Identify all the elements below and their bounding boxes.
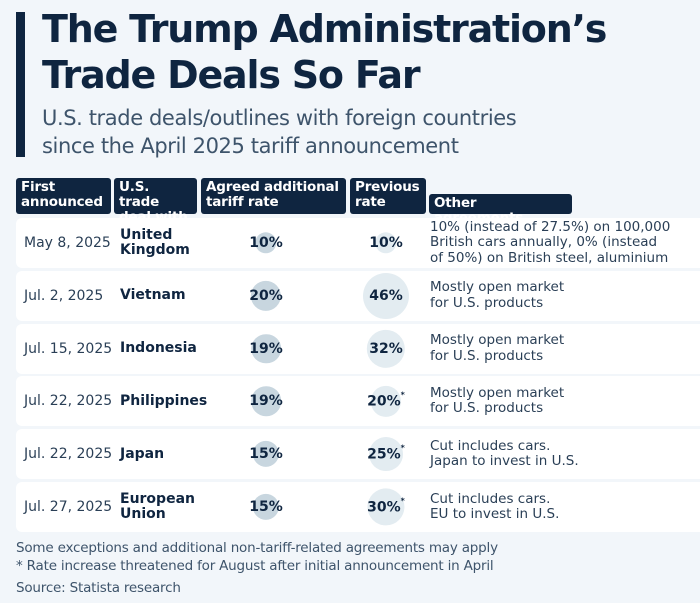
agreed-rate-bubble xyxy=(251,386,281,417)
country-cell: Japan xyxy=(120,429,164,479)
table-row: Jul. 2, 2025 Vietnam 20% 46% Mostly open mar… xyxy=(16,270,700,321)
agreed-rate-label: 10% xyxy=(249,235,283,251)
agreed-rate-cell: 20% xyxy=(226,271,306,321)
agreed-rate-cell: 15% xyxy=(226,429,306,479)
country-name: Japan xyxy=(120,445,165,462)
title-line-2: Trade Deals So Far xyxy=(42,53,421,97)
previous-rate-label: 25%* xyxy=(367,443,405,463)
header-text: announced xyxy=(21,194,103,210)
header-text: First xyxy=(21,179,55,195)
date-cell: Jul. 27, 2025 xyxy=(24,499,113,515)
previous-rate-bubble xyxy=(363,272,409,319)
country-cell: European Union xyxy=(120,482,195,532)
other-agreements-cell: 10% (instead of 27.5%) on 100,000 British… xyxy=(430,218,670,268)
other-agreements-cell: Cut includes cars. EU to invest in U.S. xyxy=(430,482,559,532)
agreed-rate-cell: 10% xyxy=(226,218,306,268)
agreed-rate-label: 20% xyxy=(249,287,283,304)
table-row: Jul. 27, 2025 European Union 15% 30%* Cut inc… xyxy=(16,482,700,532)
asterisk-mark: * xyxy=(400,391,405,401)
other-agreements-cell: Mostly open market for U.S. products xyxy=(430,324,564,374)
previous-rate-cell: 32% xyxy=(346,324,426,374)
table-row: Jul. 15, 2025 Indonesia 19% 32% Mostly open … xyxy=(16,323,700,374)
header-text: rate xyxy=(355,194,386,210)
page-title: The Trump Administration’s Trade Deals S… xyxy=(42,6,692,98)
header-previous-rate: Previous rate xyxy=(350,178,426,214)
date-cell: May 8, 2025 xyxy=(24,235,111,251)
agreed-rate-cell: 15% xyxy=(226,482,306,532)
agreed-rate-label: 15% xyxy=(249,499,283,515)
previous-rate-label: 30%* xyxy=(367,496,405,516)
other-agreements-cell: Cut includes cars. Japan to invest in U.S… xyxy=(430,429,579,479)
subtitle-line-2: since the April 2025 tariff announcement xyxy=(42,134,459,158)
agreed-rate-bubble xyxy=(255,232,277,254)
agreed-rate-bubble xyxy=(251,333,281,364)
header-deal-with: U.S. trade deal with xyxy=(114,178,197,225)
agreed-rate-bubble xyxy=(252,493,280,521)
title-accent-bar xyxy=(16,12,25,157)
previous-rate-bubble xyxy=(370,386,402,417)
date-cell: Jul. 15, 2025 xyxy=(24,340,113,357)
country-cell: Vietnam xyxy=(120,271,186,321)
table-row: Jul. 22, 2025 Japan 15% 25%* Cut includes ca… xyxy=(16,429,700,480)
table-row: Jul. 22, 2025 Philippines 19% 20%* Mostly op… xyxy=(16,376,700,427)
other-agreements-text: Mostly open market for U.S. products xyxy=(430,332,565,364)
source-note: Source: Statista research xyxy=(16,580,181,596)
footnote-asterisk: * Rate increase threatened for August af… xyxy=(16,558,494,574)
country-name: Vietnam xyxy=(120,287,186,304)
header-text: tariff rate xyxy=(206,194,279,210)
agreed-rate-cell: 19% xyxy=(226,376,306,426)
country-name: United Kingdom xyxy=(120,227,190,258)
previous-rate-bubble xyxy=(375,232,397,254)
title-line-1: The Trump Administration’s xyxy=(42,7,607,51)
subtitle: U.S. trade deals/outlines with foreign c… xyxy=(42,104,692,160)
header-agreed-rate: Agreed additional tariff rate xyxy=(201,178,346,214)
country-name: Indonesia xyxy=(120,340,197,357)
country-cell: United Kingdom xyxy=(120,218,190,268)
header-other-agreements: Other agreements xyxy=(429,194,572,226)
previous-rate-cell: 30%* xyxy=(346,482,426,532)
date-cell: Jul. 22, 2025 xyxy=(24,393,113,410)
header-first-announced: First announced xyxy=(16,178,111,214)
country-cell: Indonesia xyxy=(120,324,197,374)
previous-rate-label: 32% xyxy=(369,340,403,357)
country-name: European Union xyxy=(120,491,195,522)
country-name: Philippines xyxy=(120,392,208,409)
agreed-rate-label: 15% xyxy=(249,446,283,463)
other-agreements-text: 10% (instead of 27.5%) on 100,000 British… xyxy=(430,218,671,266)
asterisk-mark: * xyxy=(400,496,405,506)
previous-rate-label: 10% xyxy=(369,235,403,251)
header-text: U.S. trade xyxy=(119,179,160,210)
country-cell: Philippines xyxy=(120,376,207,426)
previous-rate-cell: 10% xyxy=(346,218,426,268)
other-agreements-text: Mostly open market for U.S. products xyxy=(430,384,565,417)
previous-rate-cell: 25%* xyxy=(346,429,426,479)
footnote-exceptions: Some exceptions and additional non-tarif… xyxy=(16,540,498,556)
other-agreements-text: Cut includes cars. EU to invest in U.S. xyxy=(430,490,560,522)
header-text: Agreed additional xyxy=(206,179,339,195)
agreed-rate-label: 19% xyxy=(249,340,283,357)
date-cell: Jul. 2, 2025 xyxy=(24,287,104,304)
agreed-rate-label: 19% xyxy=(249,393,283,410)
date-cell: Jul. 22, 2025 xyxy=(24,446,113,463)
other-agreements-text: Mostly open market for U.S. products xyxy=(430,279,565,311)
previous-rate-bubble xyxy=(366,329,406,368)
agreed-rate-bubble xyxy=(252,441,280,468)
other-agreements-cell: Mostly open market for U.S. products xyxy=(430,376,564,426)
table-row: May 8, 2025 United Kingdom 10% 10% 10% (inste… xyxy=(16,218,700,268)
previous-rate-label: 20%* xyxy=(367,391,405,410)
agreed-rate-cell: 19% xyxy=(226,324,306,374)
agreed-rate-bubble xyxy=(250,280,282,311)
asterisk-mark: * xyxy=(400,443,405,453)
previous-rate-cell: 46% xyxy=(346,271,426,321)
other-agreements-cell: Mostly open market for U.S. products xyxy=(430,271,564,321)
previous-rate-bubble xyxy=(367,488,405,526)
other-agreements-text: Cut includes cars. Japan to invest in U.S… xyxy=(430,437,579,470)
previous-rate-bubble xyxy=(369,437,403,472)
previous-rate-cell: 20%* xyxy=(346,376,426,426)
subtitle-line-1: U.S. trade deals/outlines with foreign c… xyxy=(42,106,517,130)
previous-rate-label: 46% xyxy=(369,287,403,304)
header-text: Previous xyxy=(355,179,420,195)
